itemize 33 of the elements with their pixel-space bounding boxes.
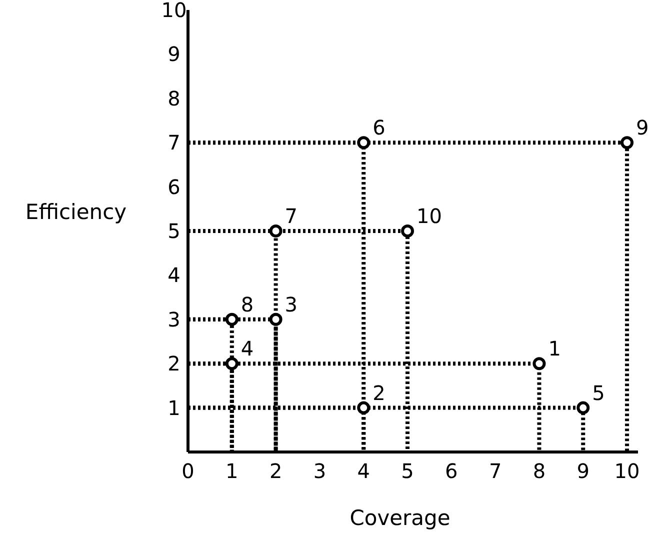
annotation: 5 — [592, 380, 605, 405]
y-tick-label: 1 — [168, 396, 180, 420]
annotation: 1 — [548, 336, 561, 361]
x-tick-label: 6 — [445, 459, 458, 483]
y-tick-label: 5 — [168, 219, 180, 243]
x-tick-label: 7 — [488, 459, 502, 483]
x-tick-label: 5 — [401, 459, 414, 483]
y-tick-label: 2 — [168, 352, 180, 376]
x-tick-label: 9 — [576, 459, 590, 483]
annotation: 2 — [372, 380, 386, 405]
x-tick-label: 10 — [614, 459, 640, 483]
y-tick-label: 8 — [168, 86, 180, 110]
annotation: 8 — [240, 292, 254, 316]
x-tick-label: 3 — [313, 459, 326, 483]
x-tick-label: 8 — [532, 459, 546, 483]
x-tick-label: 1 — [226, 459, 238, 483]
y-tick-label: 4 — [168, 263, 180, 288]
y-tick-label: 10 — [161, 0, 187, 22]
y-axis-title: Efficiency — [25, 200, 127, 224]
annotation: 7 — [284, 204, 298, 228]
annotation: 9 — [636, 116, 649, 140]
x-tick-label: 0 — [182, 459, 194, 483]
x-axis-title: Coverage — [350, 506, 450, 530]
y-tick-label: 9 — [168, 42, 180, 66]
x-tick-label: 4 — [357, 459, 370, 483]
annotation: 4 — [240, 336, 254, 361]
annotation: 3 — [284, 292, 298, 316]
y-tick-label: 6 — [168, 174, 180, 199]
annotation: 10 — [416, 204, 442, 228]
y-tick-label: 7 — [168, 130, 180, 155]
x-tick-label: 2 — [269, 459, 282, 483]
y-tick-label: 3 — [168, 307, 180, 332]
annotation: 6 — [372, 116, 386, 140]
